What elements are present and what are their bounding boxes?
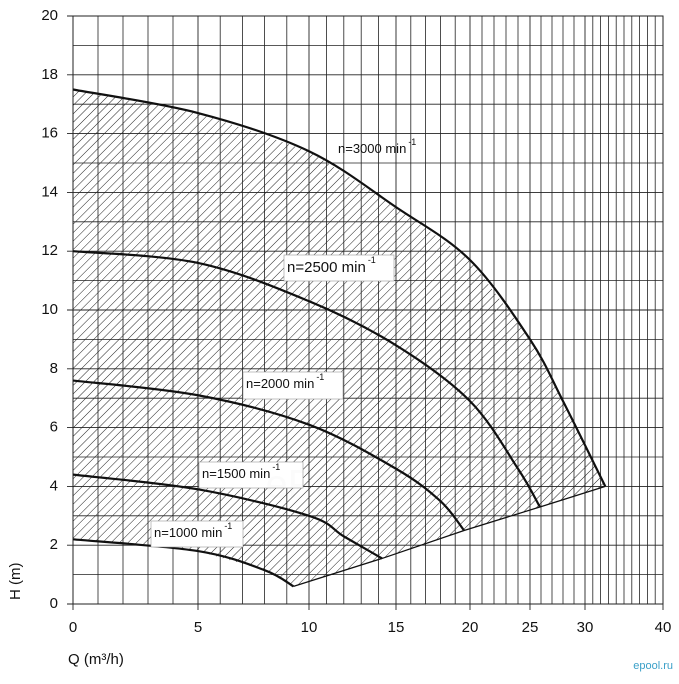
plot-frame [72, 15, 664, 605]
x-tick-label: 40 [655, 619, 672, 636]
curve-label-text: n=2500 min [287, 259, 366, 276]
x-tick-label: 0 [69, 619, 77, 636]
unit-exponent: -1 [272, 462, 280, 472]
label-box [150, 520, 244, 548]
y-tick-label: 6 [50, 419, 58, 436]
curve [72, 379, 465, 532]
curve-label: n=3000 min -1 [338, 137, 416, 156]
curve [72, 88, 607, 487]
x-tick-label: 20 [462, 619, 479, 636]
y-tick-label: 2 [50, 536, 58, 553]
curve-label-text: n=3000 min [338, 141, 406, 156]
curve-label: n=2500 min -1 [287, 255, 376, 276]
label-box [242, 371, 344, 400]
unit-exponent: -1 [224, 521, 232, 531]
curve [72, 538, 295, 588]
x-tick-label: 10 [301, 619, 318, 636]
label-box [283, 254, 395, 282]
unit-exponent: -1 [408, 137, 416, 147]
x-tick-label: 15 [388, 619, 405, 636]
y-tick-label: 18 [41, 66, 58, 83]
curve-label-text: n=1000 min [154, 525, 222, 540]
logo: epool.ru [633, 660, 673, 672]
label-box [198, 461, 304, 489]
y-tick-label: 0 [50, 595, 58, 612]
x-tick-label: 5 [194, 619, 202, 636]
unit-exponent: -1 [368, 255, 376, 265]
x-tick-label: 25 [522, 619, 539, 636]
y-tick-label: 8 [50, 360, 58, 377]
y-tick-label: 4 [50, 477, 58, 494]
y-tick-label: 14 [41, 183, 58, 200]
watermark: ePool.ru [266, 463, 415, 507]
curve-label-text: n=1500 min [202, 466, 270, 481]
curve-label-text: n=2000 min [246, 376, 314, 391]
y-tick-label: 10 [41, 301, 58, 318]
y-tick-label: 12 [41, 242, 58, 259]
x-tick-label: 30 [577, 619, 594, 636]
unit-exponent: -1 [316, 372, 324, 382]
curve-label: n=1500 min -1 [202, 462, 280, 481]
curve-label: n=1000 min -1 [154, 521, 232, 540]
curve [72, 473, 383, 560]
y-tick-label: 20 [41, 7, 58, 24]
x-axis-label: Q (m³/h) [68, 651, 124, 668]
curve [72, 250, 541, 508]
y-tick-label: 16 [41, 125, 58, 142]
curve [293, 485, 606, 587]
y-axis-label: H (m) [7, 563, 24, 601]
curve-label: n=2000 min -1 [246, 372, 324, 391]
